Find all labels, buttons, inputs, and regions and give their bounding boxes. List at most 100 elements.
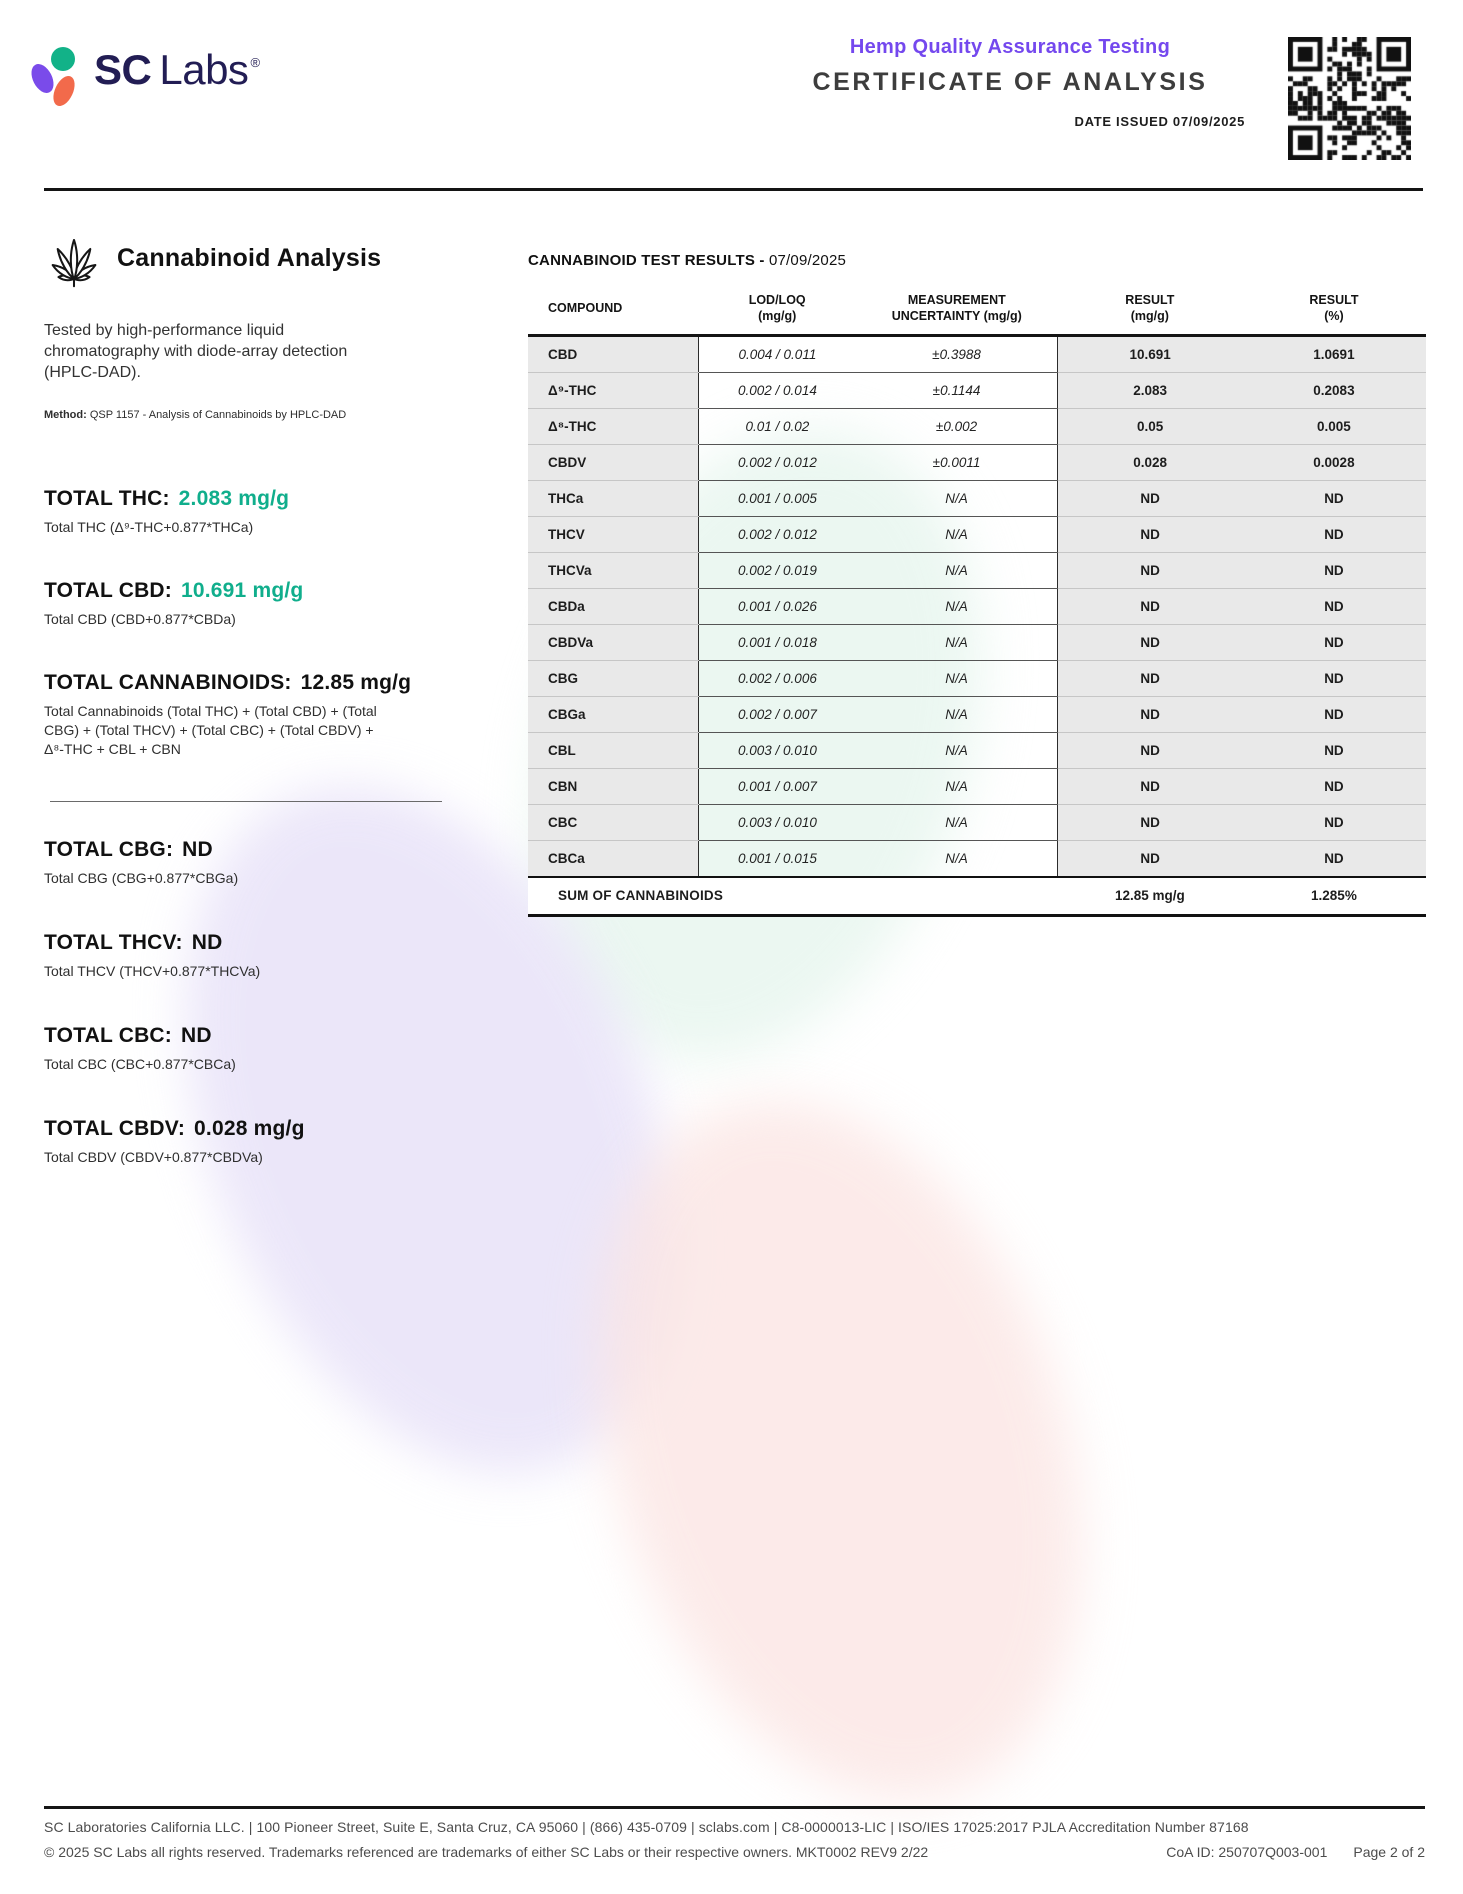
page-title: CERTIFICATE OF ANALYSIS — [812, 68, 1208, 96]
cell-result-mg: ND — [1057, 624, 1242, 661]
cell-result-pct: ND — [1241, 552, 1426, 589]
cell-result-mg: 2.083 — [1057, 372, 1242, 409]
registered-mark: ® — [250, 55, 260, 70]
total-value: 2.083 mg/g — [178, 487, 290, 511]
page-number: Page 2 of 2 — [1353, 1844, 1425, 1860]
cannabinoid-results-table: COMPOUND LOD/LOQ (mg/g) MEASUREMENT UNCERT… — [528, 286, 1426, 917]
cell-result-pct: ND — [1241, 480, 1426, 517]
table-row: CBDVa 0.001 / 0.018 N/A ND ND — [528, 624, 1426, 661]
summary-label: SUM OF CANNABINOIDS — [528, 875, 1058, 917]
method-label: Method: — [44, 409, 87, 422]
table-row: CBDV 0.002 / 0.012 ±0.0011 0.028 0.0028 — [528, 444, 1426, 481]
cell-compound: Δ⁸-THC — [528, 408, 699, 445]
cell-compound: CBC — [528, 804, 699, 841]
table-summary: SUM OF CANNABINOIDS 12.85 mg/g 1.285% — [528, 875, 1426, 917]
cell-result-mg: ND — [1057, 588, 1242, 625]
cannabis-leaf-icon — [51, 238, 97, 288]
cell-compound: CBN — [528, 768, 699, 805]
table-row: CBN 0.001 / 0.007 N/A ND ND — [528, 768, 1426, 805]
table-row: CBCa 0.001 / 0.015 N/A ND ND — [528, 840, 1426, 877]
table-row: CBDa 0.001 / 0.026 N/A ND ND — [528, 588, 1426, 625]
cell-result-pct: ND — [1241, 516, 1426, 553]
cell-lod-loq: 0.003 / 0.010 — [698, 804, 856, 841]
total-label: TOTAL THC: — [44, 487, 170, 511]
cell-uncertainty: N/A — [855, 480, 1059, 517]
cell-result-pct: ND — [1241, 624, 1426, 661]
cell-result-mg: ND — [1057, 516, 1242, 553]
results-table-title: CANNABINOID TEST RESULTS - 07/09/2025 — [528, 252, 1426, 269]
total-label: TOTAL CBDV: — [44, 1116, 186, 1140]
total-value: 10.691 mg/g — [181, 579, 304, 603]
total-summary-block: TOTAL CBG: ND Total CBG (CBG+0.877*CBGa) — [44, 838, 444, 888]
summary-result-mg: 12.85 mg/g — [1057, 875, 1242, 917]
table-body: CBD 0.004 / 0.011 ±0.3988 10.691 1.0691 … — [528, 335, 1426, 877]
table-row: THCa 0.001 / 0.005 N/A ND ND — [528, 480, 1426, 517]
totals-divider — [50, 800, 442, 803]
cell-uncertainty: ±0.002 — [855, 408, 1059, 445]
cell-lod-loq: 0.002 / 0.014 — [698, 372, 856, 409]
cell-result-pct: ND — [1241, 768, 1426, 805]
cell-lod-loq: 0.002 / 0.019 — [698, 552, 856, 589]
cell-lod-loq: 0.002 / 0.012 — [698, 444, 856, 481]
cell-lod-loq: 0.003 / 0.010 — [698, 732, 856, 769]
cell-compound: THCa — [528, 480, 699, 517]
date-issued: DATE ISSUED 07/09/2025 — [1074, 114, 1245, 129]
cell-uncertainty: N/A — [855, 840, 1059, 877]
total-line: TOTAL CANNABINOIDS: 12.85 mg/g — [44, 671, 444, 695]
summary-result-pct: 1.285% — [1241, 875, 1426, 917]
total-formula: Total CBD (CBD+0.877*CBDa) — [44, 611, 236, 628]
cell-result-mg: ND — [1057, 480, 1242, 517]
petal-orange-icon — [49, 72, 79, 110]
section-heading-row: Cannabinoid Analysis — [44, 226, 444, 290]
cell-uncertainty: N/A — [855, 516, 1059, 553]
logo-wordmark: SC Labs ® — [94, 46, 260, 94]
total-formula: Total CBC (CBC+0.877*CBCa) — [44, 1056, 236, 1073]
coa-id: CoA ID: 250707Q003-001 — [1166, 1844, 1328, 1860]
cell-compound: THCV — [528, 516, 699, 553]
table-row: CBL 0.003 / 0.010 N/A ND ND — [528, 732, 1426, 769]
cell-result-mg: 0.05 — [1057, 408, 1242, 445]
cell-result-pct: 1.0691 — [1241, 335, 1426, 373]
total-summary-block: TOTAL CBC: ND Total CBC (CBC+0.877*CBCa) — [44, 1024, 444, 1074]
column-header-compound: COMPOUND — [528, 286, 699, 337]
sc-labs-logo: SC Labs ® — [26, 30, 260, 110]
total-line: TOTAL THC: 2.083 mg/g — [44, 487, 444, 511]
logo-labs-text: Labs — [159, 46, 249, 93]
total-value: ND — [191, 931, 223, 955]
total-formula: Total Cannabinoids (Total THC) + (Total … — [44, 703, 377, 757]
cell-compound: CBDa — [528, 588, 699, 625]
cell-result-mg: 0.028 — [1057, 444, 1242, 481]
table-row: THCVa 0.002 / 0.019 N/A ND ND — [528, 552, 1426, 589]
cell-uncertainty: N/A — [855, 552, 1059, 589]
cell-lod-loq: 0.001 / 0.026 — [698, 588, 856, 625]
table-header: COMPOUND LOD/LOQ (mg/g) MEASUREMENT UNCERT… — [528, 286, 1426, 337]
cell-compound: CBGa — [528, 696, 699, 733]
total-formula: Total THC (Δ⁹-THC+0.877*THCa) — [44, 519, 254, 536]
cell-compound: CBCa — [528, 840, 699, 877]
table-row: CBC 0.003 / 0.010 N/A ND ND — [528, 804, 1426, 841]
method-reference: Method: QSP 1157 - Analysis of Cannabino… — [44, 409, 444, 421]
table-row: CBG 0.002 / 0.006 N/A ND ND — [528, 660, 1426, 697]
cell-uncertainty: N/A — [855, 624, 1059, 661]
method-description: Tested by high-performance liquid chroma… — [44, 322, 348, 382]
document-footer: SC Laboratories California LLC. | 100 Pi… — [44, 1806, 1425, 1860]
total-formula: Total CBG (CBG+0.877*CBGa) — [44, 870, 239, 887]
cell-uncertainty: N/A — [855, 804, 1059, 841]
total-formula: Total CBDV (CBDV+0.877*CBDVa) — [44, 1148, 263, 1165]
cell-lod-loq: 0.002 / 0.012 — [698, 516, 856, 553]
cell-compound: THCVa — [528, 552, 699, 589]
cell-uncertainty: ±0.3988 — [855, 335, 1059, 373]
cell-result-pct: 0.2083 — [1241, 372, 1426, 409]
total-formula: Total THCV (THCV+0.877*THCVa) — [44, 963, 261, 980]
total-value: 0.028 mg/g — [194, 1116, 305, 1140]
cell-uncertainty: N/A — [855, 732, 1059, 769]
cell-lod-loq: 0.004 / 0.011 — [698, 335, 856, 373]
cell-result-pct: ND — [1241, 840, 1426, 877]
column-header-result-mg: RESULT (mg/g) — [1057, 286, 1242, 337]
total-summary-block: TOTAL THCV: ND Total THCV (THCV+0.877*THC… — [44, 931, 444, 981]
cell-result-mg: ND — [1057, 696, 1242, 733]
primary-totals: TOTAL THC: 2.083 mg/g Total THC (Δ⁹-THC+0… — [44, 487, 444, 758]
petal-green-icon — [51, 47, 75, 71]
logo-sc-text: SC — [94, 46, 152, 93]
cell-result-pct: 0.005 — [1241, 408, 1426, 445]
